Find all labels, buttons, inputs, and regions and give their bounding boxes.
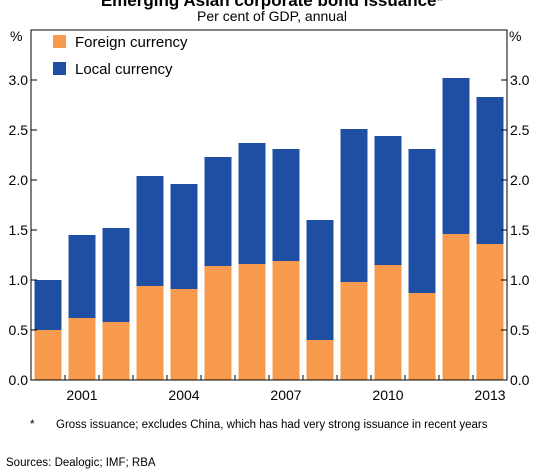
y-tick-label-left: 2.0 <box>9 172 29 188</box>
y-tick-label-right: 2.0 <box>510 172 530 188</box>
legend-swatch-foreign <box>53 35 66 48</box>
bar-foreign-2001 <box>68 318 96 380</box>
y-tick-label-left: 1.0 <box>9 272 29 288</box>
bar-local-2002 <box>102 228 130 322</box>
y-tick-label-right: 2.5 <box>510 122 530 138</box>
legend-label-local: Local currency <box>75 61 173 78</box>
bar-local-2001 <box>68 235 96 318</box>
bar-foreign-2011 <box>408 293 436 380</box>
chart-title: Emerging Asian corporate bond issuance* <box>101 0 444 10</box>
bar-local-2000 <box>34 280 62 330</box>
y-tick-label-right: 0.0 <box>510 372 530 388</box>
bar-local-2006 <box>238 143 266 264</box>
y-tick-label-right: 1.0 <box>510 272 530 288</box>
bar-foreign-2008 <box>306 340 334 380</box>
legend: Foreign currency Local currency <box>53 34 188 78</box>
bar-foreign-2005 <box>204 266 232 380</box>
y-tick-label-right: 0.5 <box>510 322 530 338</box>
y-tick-label-left: 1.5 <box>9 222 29 238</box>
sources-text: Sources: Dealogic; IMF; RBA <box>6 457 156 469</box>
x-tick-label-2004: 2004 <box>168 387 199 403</box>
plot-area: 0.0 0.0 0.5 0.5 1.0 1.0 1.5 1.5 2.0 2.0 2.5 2.5 3.0 3… <box>9 29 530 403</box>
legend-label-foreign: Foreign currency <box>75 34 188 51</box>
bar-local-2005 <box>204 157 232 266</box>
y-tick-label-left: 0.5 <box>9 322 29 338</box>
x-tick-label-2001: 2001 <box>66 387 97 403</box>
bar-local-2003 <box>136 176 164 286</box>
x-tick-label-2007: 2007 <box>270 387 301 403</box>
bar-foreign-2010 <box>374 265 402 380</box>
y-tick-label-left: 3.0 <box>9 72 29 88</box>
legend-swatch-local <box>53 62 66 75</box>
bar-foreign-2013 <box>476 244 504 380</box>
bar-foreign-2002 <box>102 322 130 380</box>
x-tick-label-2010: 2010 <box>372 387 403 403</box>
bar-local-2004 <box>170 184 198 289</box>
bar-foreign-2000 <box>34 330 62 380</box>
bar-local-2011 <box>408 149 436 293</box>
y-axis-unit-left: % <box>10 28 22 44</box>
bar-foreign-2009 <box>340 282 368 380</box>
bar-foreign-2004 <box>170 289 198 380</box>
y-axis-unit-right: % <box>509 28 521 44</box>
bar-local-2013 <box>476 97 504 244</box>
bar-foreign-2003 <box>136 286 164 380</box>
bar-local-2009 <box>340 129 368 282</box>
y-tick-label-right: 3.0 <box>510 72 530 88</box>
y-tick-label-right: 1.5 <box>510 222 530 238</box>
bar-local-2012 <box>442 78 470 234</box>
plot-frame <box>30 29 508 381</box>
bar-foreign-2012 <box>442 234 470 380</box>
y-tick-label-left: 2.5 <box>9 122 29 138</box>
x-tick-label-2013: 2013 <box>474 387 505 403</box>
footnote-marker: * <box>30 419 35 431</box>
y-tick-label-left: 0.0 <box>9 372 29 388</box>
footnote-text: Gross issuance; excludes China, which ha… <box>56 419 488 431</box>
bar-local-2010 <box>374 136 402 265</box>
bar-foreign-2007 <box>272 261 300 380</box>
bar-local-2008 <box>306 220 334 340</box>
bar-local-2007 <box>272 149 300 261</box>
bar-foreign-2006 <box>238 264 266 380</box>
chart-subtitle: Per cent of GDP, annual <box>197 8 347 24</box>
